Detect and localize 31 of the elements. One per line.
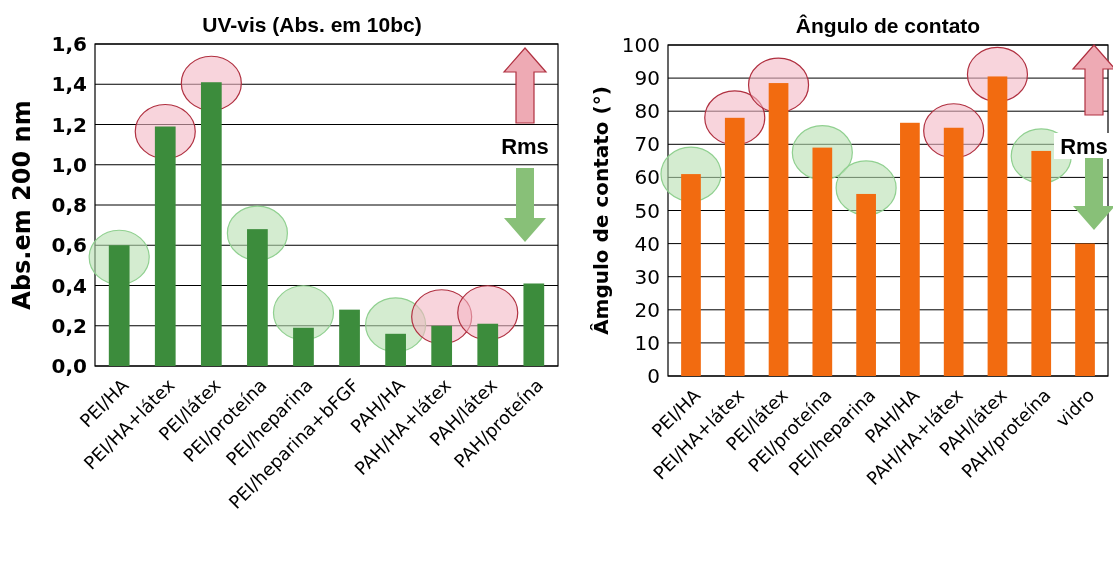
chart-title: UV-vis (Abs. em 10bc) [202,13,422,36]
y-tick-label: 60 [634,165,660,190]
y-tick-label: 1,2 [51,112,87,137]
y-tick-label: 0 [647,364,660,388]
y-tick-label: 90 [634,66,660,91]
bar [523,283,545,366]
y-tick-label: 70 [634,132,660,157]
y-tick-label: 0,0 [51,354,87,378]
y-tick-label: 10 [634,330,660,355]
bar [1075,243,1095,376]
chart-title: Ângulo de contato [795,14,981,37]
y-tick-label: 100 [621,33,660,57]
y-tick-label: 80 [634,99,660,124]
y-tick-label: 1,4 [51,72,87,97]
y-tick-label: 0,6 [51,233,87,258]
y-tick-label: 40 [634,231,660,256]
y-tick-label: 20 [634,297,660,322]
y-tick-label: 50 [634,198,660,223]
bar [385,333,406,366]
annotation: Rms [501,133,549,159]
y-tick-label: 0,8 [51,193,87,217]
y-axis-title: Abs.em 200 nm [8,100,36,310]
y-tick-label: 0,4 [51,273,87,298]
y-tick-label: 30 [634,264,660,289]
y-tick-label: 1,0 [51,152,87,177]
bar [339,309,360,366]
y-axis-title: Âmgulo de contato (°) [589,86,613,335]
bar [900,122,920,376]
y-tick-label: 0,2 [51,313,87,338]
annotation: Rms [1060,133,1108,159]
y-tick-label: 1,6 [51,32,87,56]
